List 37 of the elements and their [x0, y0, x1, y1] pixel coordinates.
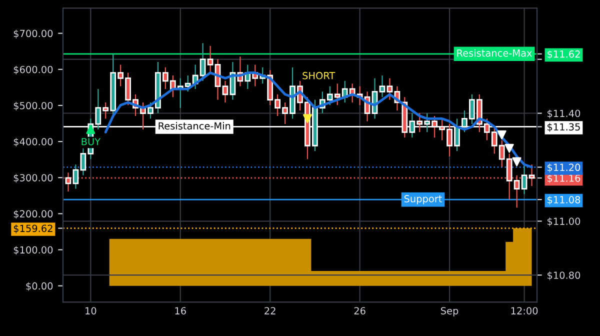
- ref-line-label: Resistance-Max: [457, 49, 532, 57]
- y2-tick-label: $11.08: [548, 196, 580, 205]
- y2-tick-label: $11.00: [548, 217, 580, 226]
- point: [497, 130, 506, 140]
- y2-tick-label: $10.80: [548, 271, 580, 280]
- y2-tick-label: $11.62: [548, 50, 580, 60]
- y-tick-label: $159.62: [14, 224, 52, 234]
- series-label: BUY: [82, 138, 101, 146]
- ref-line-label: Support: [404, 195, 442, 204]
- y-tick-label: $300.00: [14, 174, 53, 183]
- text: SHORT: [302, 72, 336, 80]
- y2-tick-label: $11.16: [548, 174, 580, 184]
- y-tick-label: $700.00: [14, 30, 53, 38]
- y-tick-label: $100.00: [14, 246, 53, 255]
- y-tick-label: $0.00: [26, 282, 53, 291]
- candlestick: [207, 45, 214, 74]
- candlestick: [222, 80, 228, 104]
- y-tick-label: $500.00: [14, 102, 53, 111]
- y-tick-label: $400.00: [14, 138, 53, 147]
- x-tick-label: 16: [175, 307, 186, 314]
- point: [86, 124, 96, 134]
- candlestick: [386, 78, 393, 100]
- y2-tick-label: $11.35: [548, 123, 580, 132]
- x-tick-label: Sep: [441, 307, 458, 316]
- ref-line-label: Resistance-Min: [158, 122, 230, 130]
- x-tick-label: 26: [354, 307, 366, 314]
- y2-tick-label: $11.40: [548, 110, 580, 118]
- x-tick-label: 22: [264, 307, 276, 314]
- point: [512, 157, 522, 166]
- point: [504, 144, 514, 153]
- point: [302, 114, 312, 124]
- x-tick-label: 10: [86, 307, 96, 314]
- candlestick: [379, 74, 386, 98]
- y2-tick-label: $11.20: [548, 164, 580, 172]
- y-tick-label: $600.00: [14, 66, 53, 75]
- y-tick-label: $200.00: [14, 210, 53, 219]
- x-tick-label: 12:00: [511, 307, 538, 314]
